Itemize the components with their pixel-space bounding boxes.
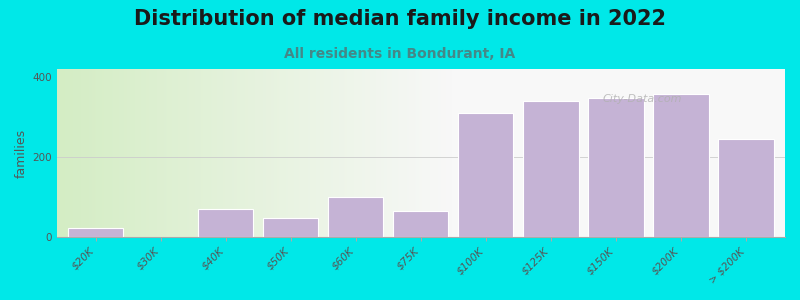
Bar [588,98,643,237]
Bar [458,113,514,237]
Bar [328,197,383,237]
Text: All residents in Bondurant, IA: All residents in Bondurant, IA [284,46,516,61]
Text: Distribution of median family income in 2022: Distribution of median family income in … [134,9,666,29]
Bar [263,218,318,237]
Bar [718,139,774,237]
Y-axis label: families: families [15,128,28,178]
Bar [393,211,449,237]
Bar [654,94,709,237]
Bar [198,209,254,237]
Bar [454,69,785,237]
Text: City-Data.com: City-Data.com [603,94,682,104]
Bar [523,101,578,237]
Bar [68,228,123,237]
